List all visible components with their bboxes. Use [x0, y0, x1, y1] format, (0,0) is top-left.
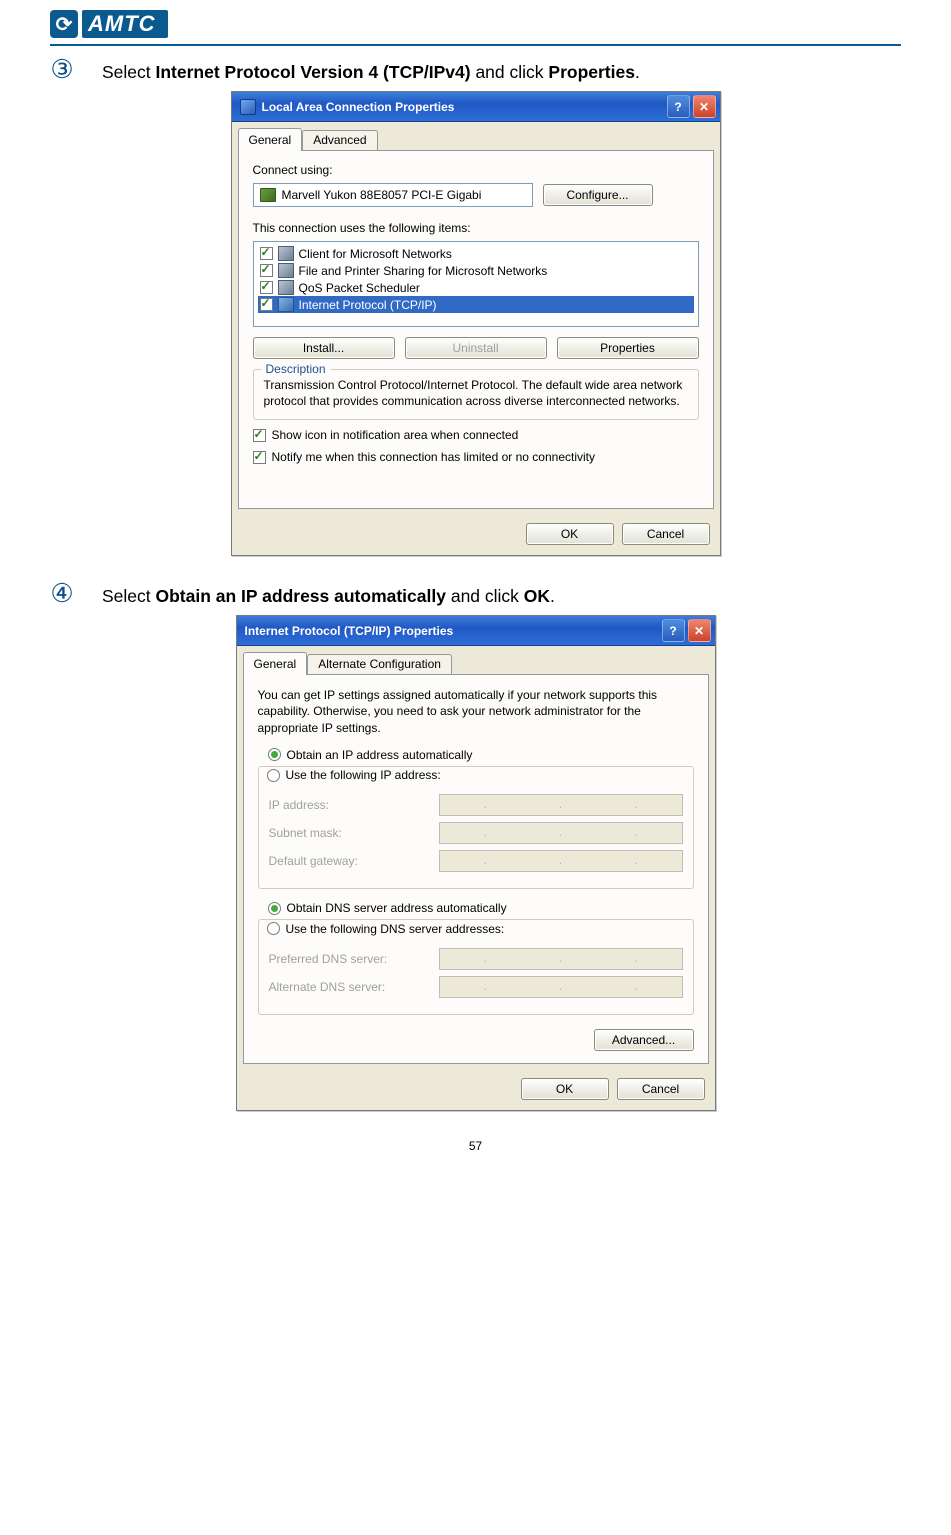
- step-4: ④ Select Obtain an IP address automatica…: [50, 580, 901, 607]
- show-icon-check[interactable]: Show icon in notification area when conn…: [253, 428, 699, 442]
- tcpip-icon: [278, 297, 294, 312]
- step-3-text: Select Internet Protocol Version 4 (TCP/…: [102, 62, 640, 83]
- adapter-field: Marvell Yukon 88E8057 PCI-E Gigabi: [253, 183, 533, 207]
- tab-advanced[interactable]: Advanced: [302, 130, 377, 151]
- radio-icon[interactable]: [268, 748, 281, 761]
- step-number-4: ④: [50, 580, 74, 606]
- items-listbox[interactable]: Client for Microsoft Networks File and P…: [253, 241, 699, 327]
- help-button[interactable]: ?: [667, 95, 690, 118]
- adapter-name: Marvell Yukon 88E8057 PCI-E Gigabi: [282, 188, 482, 202]
- cancel-button[interactable]: Cancel: [622, 523, 710, 545]
- close-button[interactable]: ✕: [688, 619, 711, 642]
- radio-obtain-ip[interactable]: Obtain an IP address automatically: [268, 748, 694, 762]
- dialog2-titlebar[interactable]: Internet Protocol (TCP/IP) Properties ? …: [237, 616, 715, 646]
- radio-obtain-dns[interactable]: Obtain DNS server address automatically: [268, 901, 694, 915]
- radio-icon[interactable]: [268, 902, 281, 915]
- install-button[interactable]: Install...: [253, 337, 395, 359]
- logo-text: AMTC: [82, 10, 168, 38]
- list-item[interactable]: File and Printer Sharing for Microsoft N…: [258, 262, 694, 279]
- dialog1-tabs: General Advanced: [232, 122, 720, 151]
- items-label: This connection uses the following items…: [253, 221, 699, 235]
- description-group: Description Transmission Control Protoco…: [253, 369, 699, 420]
- qos-icon: [278, 280, 294, 295]
- pdns-label: Preferred DNS server:: [269, 952, 429, 966]
- checkbox-icon[interactable]: [260, 281, 273, 294]
- header-rule: [50, 44, 901, 46]
- close-button[interactable]: ✕: [693, 95, 716, 118]
- connection-properties-dialog: Local Area Connection Properties ? ✕ Gen…: [231, 91, 721, 556]
- logo-bar: ⟳ AMTC: [50, 10, 901, 38]
- ok-button[interactable]: OK: [526, 523, 614, 545]
- tab-general[interactable]: General: [243, 652, 308, 675]
- list-item[interactable]: QoS Packet Scheduler: [258, 279, 694, 296]
- radio-icon[interactable]: [267, 769, 280, 782]
- logo-swirl-icon: ⟳: [50, 10, 78, 38]
- gateway-row: Default gateway: ...: [269, 850, 683, 872]
- help-button[interactable]: ?: [662, 619, 685, 642]
- tab-alternate[interactable]: Alternate Configuration: [307, 654, 452, 675]
- step-number-3: ③: [50, 56, 74, 82]
- radio-use-dns[interactable]: Use the following DNS server addresses:: [267, 922, 511, 936]
- dialog2-body: You can get IP settings assigned automat…: [243, 674, 709, 1064]
- checkbox-icon[interactable]: [253, 451, 266, 464]
- dialog2-button-bar: OK Cancel: [237, 1070, 715, 1110]
- checkbox-icon[interactable]: [260, 298, 273, 311]
- checkbox-icon[interactable]: [260, 247, 273, 260]
- tab-general[interactable]: General: [238, 128, 303, 151]
- ip-input: ...: [439, 794, 683, 816]
- subnet-row: Subnet mask: ...: [269, 822, 683, 844]
- checkbox-icon[interactable]: [253, 429, 266, 442]
- intro-text: You can get IP settings assigned automat…: [258, 687, 694, 736]
- step-4-text: Select Obtain an IP address automaticall…: [102, 586, 555, 607]
- dns-group: Use the following DNS server addresses: …: [258, 919, 694, 1015]
- dialog1-icon: [240, 99, 256, 115]
- uninstall-button: Uninstall: [405, 337, 547, 359]
- ip-label: IP address:: [269, 798, 429, 812]
- adns-input: ...: [439, 976, 683, 998]
- subnet-label: Subnet mask:: [269, 826, 429, 840]
- cancel-button[interactable]: Cancel: [617, 1078, 705, 1100]
- dialog2-title: Internet Protocol (TCP/IP) Properties: [245, 624, 454, 638]
- ip-group: Use the following IP address: IP address…: [258, 766, 694, 890]
- list-item-selected[interactable]: Internet Protocol (TCP/IP): [258, 296, 694, 313]
- file-sharing-icon: [278, 263, 294, 278]
- radio-use-ip[interactable]: Use the following IP address:: [267, 768, 447, 782]
- step-3: ③ Select Internet Protocol Version 4 (TC…: [50, 56, 901, 83]
- preferred-dns-row: Preferred DNS server: ...: [269, 948, 683, 970]
- notify-check[interactable]: Notify me when this connection has limit…: [253, 450, 699, 464]
- dialog2-tabs: General Alternate Configuration: [237, 646, 715, 675]
- dialog1-titlebar[interactable]: Local Area Connection Properties ? ✕: [232, 92, 720, 122]
- gateway-input: ...: [439, 850, 683, 872]
- configure-button[interactable]: Configure...: [543, 184, 653, 206]
- ok-button[interactable]: OK: [521, 1078, 609, 1100]
- radio-icon[interactable]: [267, 922, 280, 935]
- dialog1-body: Connect using: Marvell Yukon 88E8057 PCI…: [238, 150, 714, 509]
- adns-label: Alternate DNS server:: [269, 980, 429, 994]
- connect-using-label: Connect using:: [253, 163, 699, 177]
- gateway-label: Default gateway:: [269, 854, 429, 868]
- dialog1-button-bar: OK Cancel: [232, 515, 720, 555]
- description-label: Description: [262, 362, 330, 376]
- properties-button[interactable]: Properties: [557, 337, 699, 359]
- nic-icon: [260, 188, 276, 202]
- subnet-input: ...: [439, 822, 683, 844]
- checkbox-icon[interactable]: [260, 264, 273, 277]
- tcpip-properties-dialog: Internet Protocol (TCP/IP) Properties ? …: [236, 615, 716, 1111]
- network-client-icon: [278, 246, 294, 261]
- dialog1-title: Local Area Connection Properties: [262, 100, 455, 114]
- description-text: Transmission Control Protocol/Internet P…: [264, 378, 688, 409]
- pdns-input: ...: [439, 948, 683, 970]
- advanced-button[interactable]: Advanced...: [594, 1029, 694, 1051]
- list-item[interactable]: Client for Microsoft Networks: [258, 245, 694, 262]
- ip-address-row: IP address: ...: [269, 794, 683, 816]
- page-number: 57: [50, 1139, 901, 1153]
- alternate-dns-row: Alternate DNS server: ...: [269, 976, 683, 998]
